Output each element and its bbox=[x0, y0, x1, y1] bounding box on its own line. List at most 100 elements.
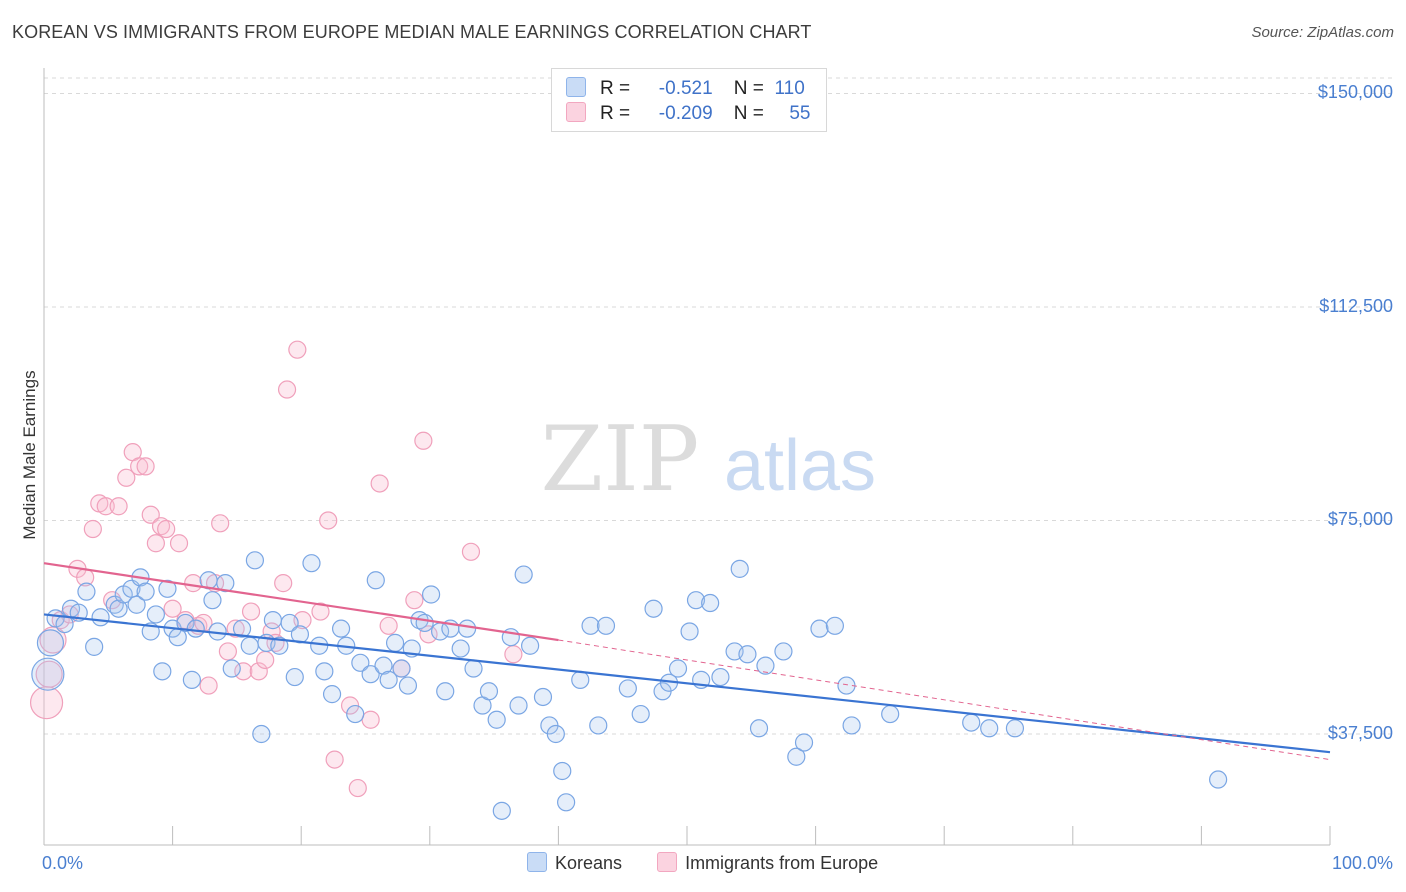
korean-point bbox=[85, 637, 104, 656]
europe-point bbox=[130, 457, 149, 476]
korean-point bbox=[492, 801, 511, 820]
watermark: ZIP atlas bbox=[541, 407, 876, 512]
europe-point bbox=[405, 591, 424, 610]
europe-point bbox=[157, 519, 176, 539]
korean-point bbox=[136, 582, 155, 601]
korean-point bbox=[881, 704, 900, 724]
x-tick-min: 0.0% bbox=[42, 853, 84, 873]
korean-point bbox=[451, 639, 470, 658]
korean-point bbox=[182, 670, 201, 689]
korean-point bbox=[557, 793, 576, 812]
korean-point bbox=[680, 622, 699, 641]
stats-row-europe: R = -0.209 N = 55 bbox=[566, 102, 810, 126]
korean-point bbox=[315, 662, 334, 681]
korean-point bbox=[351, 653, 370, 672]
korean-point bbox=[589, 716, 608, 735]
korean-point bbox=[245, 551, 265, 570]
korean-point bbox=[36, 629, 65, 657]
korean-point bbox=[553, 761, 572, 781]
korean-point bbox=[1005, 719, 1025, 738]
stats-row-koreans: R = -0.521 N = 110 bbox=[566, 77, 805, 101]
koreans-trend-line bbox=[43, 613, 1331, 754]
korean-point bbox=[774, 642, 793, 661]
korean-point bbox=[711, 667, 730, 687]
legend-swatch-koreans bbox=[527, 852, 547, 872]
europe-point bbox=[83, 519, 102, 539]
europe-point bbox=[361, 710, 380, 729]
europe-point bbox=[311, 602, 330, 621]
europe-point bbox=[96, 497, 115, 516]
korean-point bbox=[379, 670, 398, 689]
korean-point bbox=[31, 657, 65, 691]
korean-point bbox=[810, 619, 829, 638]
korean-point bbox=[618, 679, 637, 698]
europe-point bbox=[241, 602, 261, 621]
korean-point bbox=[203, 591, 222, 610]
legend-item-koreans[interactable]: Koreans bbox=[527, 852, 622, 874]
korean-point bbox=[479, 682, 499, 701]
trend-lines bbox=[43, 562, 1331, 761]
korean-point bbox=[366, 571, 385, 590]
korean-point bbox=[331, 619, 351, 638]
korean-point bbox=[596, 616, 616, 635]
korean-point bbox=[749, 719, 769, 738]
legend-swatch-europe bbox=[657, 852, 678, 872]
legend: Koreans Immigrants from Europe bbox=[527, 852, 908, 874]
korean-point bbox=[415, 613, 434, 633]
europe-point bbox=[256, 650, 275, 670]
korean-point bbox=[686, 591, 706, 610]
europe-point bbox=[348, 778, 367, 798]
korean-point bbox=[302, 554, 321, 573]
x-tick-max: 100.0% bbox=[1331, 853, 1393, 873]
series-europe-points bbox=[29, 340, 523, 798]
korean-point bbox=[392, 659, 411, 678]
axes bbox=[43, 68, 1331, 846]
europe-point bbox=[419, 625, 438, 644]
europe-point bbox=[29, 686, 64, 720]
europe-point bbox=[163, 599, 182, 618]
korean-point bbox=[464, 659, 483, 678]
europe-point bbox=[325, 750, 344, 769]
korean-point bbox=[361, 665, 380, 684]
europe-point bbox=[370, 474, 389, 493]
stats-box: R = -0.521 N = 110 R = -0.209 N = 55 bbox=[551, 68, 827, 132]
korean-point bbox=[176, 613, 195, 633]
korean-point bbox=[514, 565, 533, 584]
korean-point bbox=[346, 704, 365, 724]
legend-item-europe[interactable]: Immigrants from Europe bbox=[657, 852, 878, 874]
korean-point bbox=[77, 582, 96, 601]
korean-point bbox=[285, 667, 304, 687]
y-tick-label: $75,000 bbox=[1327, 509, 1393, 530]
chart-title: KOREAN VS IMMIGRANTS FROM EUROPE MEDIAN … bbox=[12, 22, 812, 42]
europe-point bbox=[199, 676, 218, 695]
y-tick-label: $112,500 bbox=[1319, 295, 1393, 316]
europe-trend-extension bbox=[558, 639, 1331, 761]
korean-point bbox=[322, 685, 342, 704]
korean-point bbox=[109, 599, 128, 618]
korean-point bbox=[668, 659, 688, 678]
korean-point bbox=[631, 704, 650, 724]
korean-point bbox=[794, 733, 814, 752]
europe-point bbox=[274, 574, 293, 593]
europe-point bbox=[277, 380, 297, 399]
europe-point bbox=[319, 511, 338, 530]
korean-point bbox=[571, 670, 590, 689]
europe-point bbox=[218, 642, 237, 661]
korean-point bbox=[240, 636, 259, 655]
korean-point bbox=[533, 687, 553, 707]
korean-point bbox=[436, 682, 455, 701]
watermark-atlas: atlas bbox=[724, 426, 876, 506]
korean-point bbox=[186, 619, 205, 638]
korean-point bbox=[1209, 770, 1228, 789]
korean-point bbox=[270, 636, 289, 655]
korean-point bbox=[158, 579, 177, 598]
korean-point bbox=[263, 611, 283, 630]
korean-point bbox=[153, 662, 172, 681]
korean-point bbox=[962, 713, 981, 732]
korean-point bbox=[756, 656, 775, 675]
korean-point bbox=[644, 599, 663, 618]
korean-point bbox=[787, 747, 806, 766]
europe-point bbox=[340, 696, 360, 715]
europe-point bbox=[226, 619, 245, 638]
